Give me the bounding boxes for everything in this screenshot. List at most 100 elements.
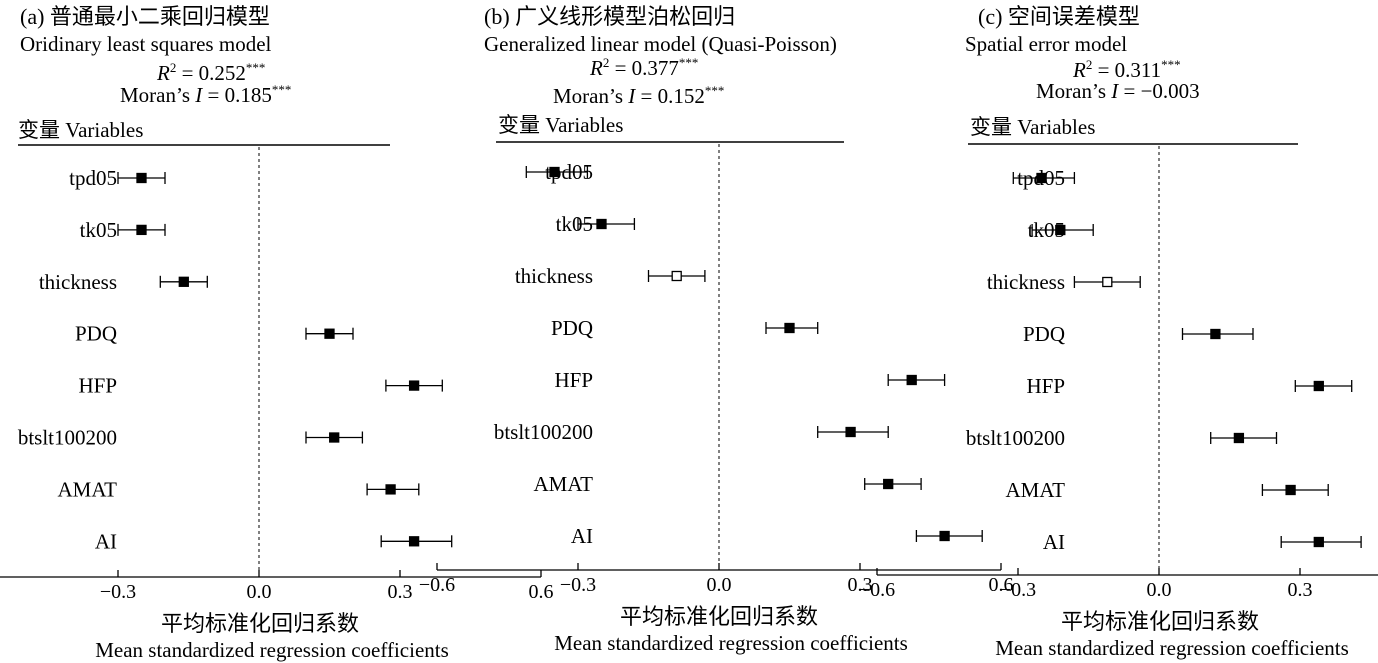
moran-symbol: I — [1110, 79, 1119, 103]
x-tick-label: −0.6 — [419, 574, 455, 596]
variable-label: AMAT — [1005, 478, 1065, 502]
x-tick-label: −0.3 — [560, 574, 596, 596]
moran-significance: *** — [272, 82, 292, 97]
coefficient-point-significant — [1210, 328, 1221, 340]
variable-label: PDQ — [1023, 322, 1065, 346]
variables-header: 变量 Variables — [498, 113, 623, 137]
r2-superscript: 2 — [1086, 57, 1093, 72]
x-tick-label: 0.0 — [247, 581, 272, 603]
variable-label: AI — [1043, 530, 1065, 554]
r2-value: = 0.252 — [176, 61, 246, 85]
r2-significance: *** — [1161, 57, 1181, 72]
x-tick-label: 0.0 — [1147, 579, 1172, 601]
variable-label: btslt100200 — [18, 426, 117, 450]
panel-title-en: Generalized linear model (Quasi-Poisson) — [484, 32, 837, 56]
coefficient-point-significant — [1036, 172, 1047, 184]
moran-symbol: I — [627, 84, 636, 108]
x-tick-label: 0.6 — [989, 574, 1014, 596]
variable-label: AI — [95, 529, 117, 553]
variable-label: HFP — [554, 368, 593, 392]
panel-label: (b) — [484, 4, 510, 29]
coefficient-point-significant — [549, 166, 560, 178]
variable-label: PDQ — [75, 322, 117, 346]
r2-value: = 0.311 — [1092, 58, 1161, 82]
x-axis-title-en: Mean standardized regression coefficient… — [995, 636, 1349, 660]
coefficient-point-significant — [408, 380, 420, 391]
variable-label: AMAT — [533, 472, 593, 496]
r2-value: = 0.377 — [609, 56, 679, 80]
variable-label: btslt100200 — [966, 426, 1065, 450]
coefficient-point-significant — [136, 172, 147, 184]
panel-title-cn: 空间误差模型 — [1008, 4, 1140, 29]
moran-stat: Moran’s I = −0.003 — [1036, 79, 1200, 103]
x-axis-title-en: Mean standardized regression coefficient… — [95, 638, 449, 662]
moran-symbol: I — [194, 83, 203, 107]
moran-value: = −0.003 — [1118, 79, 1199, 103]
variables-header: 变量 Variables — [18, 118, 143, 142]
coefficient-point-nonsignificant — [1102, 276, 1113, 288]
coefficient-point-significant — [324, 328, 335, 339]
r2-significance: *** — [246, 60, 266, 75]
variable-label: AMAT — [57, 477, 117, 501]
coefficient-point-nonsignificant — [671, 270, 682, 282]
coefficient-point-significant — [329, 432, 340, 443]
variable-label: HFP — [78, 374, 117, 398]
x-tick-label: 0.3 — [1288, 579, 1313, 601]
coefficient-point-significant — [845, 426, 856, 438]
panel-title: (a) 普通最小二乘回归模型 — [20, 4, 270, 29]
coefficient-point-significant — [906, 374, 917, 386]
coefficient-point-significant — [1285, 484, 1296, 496]
variable-label: thickness — [39, 270, 117, 294]
coefficient-point-significant — [784, 322, 795, 334]
x-tick-label: −0.3 — [1000, 579, 1036, 601]
variable-label: btslt100200 — [494, 420, 593, 444]
variable-label: HFP — [1026, 374, 1065, 398]
r2-symbol: R — [1072, 58, 1086, 82]
variables-header: 变量 Variables — [970, 115, 1095, 139]
moran-prefix: Moran’s — [120, 83, 195, 107]
x-axis-title-cn: 平均标准化回归系数 — [1061, 609, 1259, 634]
variable-label: thickness — [515, 264, 593, 288]
variable-label: thickness — [987, 270, 1065, 294]
x-axis-title-cn: 平均标准化回归系数 — [161, 611, 359, 636]
moran-stat: Moran’s I = 0.185*** — [120, 82, 291, 107]
coefficient-point-significant — [1313, 380, 1324, 392]
coefficient-point-significant — [1055, 224, 1066, 236]
coefficient-point-significant — [136, 224, 147, 236]
variable-label: tk05 — [80, 218, 117, 242]
r2-stat: R2 = 0.377*** — [589, 55, 698, 80]
coefficient-point-significant — [939, 530, 950, 542]
x-tick-label: 0.0 — [707, 574, 732, 596]
coefficient-point-significant — [883, 478, 894, 490]
panel-label: (a) — [20, 4, 44, 29]
moran-stat: Moran’s I = 0.152*** — [553, 83, 724, 108]
r2-symbol: R — [156, 61, 170, 85]
panel-title-en: Oridinary least squares model — [20, 32, 272, 56]
panel-title-cn: 广义线形模型泊松回归 — [515, 4, 735, 29]
coefficient-point-significant — [1233, 432, 1245, 444]
variable-label: tpd05 — [69, 166, 117, 190]
r2-stat: R2 = 0.311*** — [1072, 57, 1181, 82]
panel-title-cn: 普通最小二乘回归模型 — [50, 4, 270, 29]
coefficient-point-significant — [596, 218, 607, 230]
moran-prefix: Moran’s — [1036, 79, 1111, 103]
moran-significance: *** — [705, 83, 725, 98]
x-tick-label: −0.3 — [100, 581, 136, 603]
x-axis-title-cn: 平均标准化回归系数 — [620, 604, 818, 629]
panel-label: (c) — [978, 4, 1002, 29]
chart-panel-a: (a) 普通最小二乘回归模型 Oridinary least squares mo… — [0, 4, 554, 662]
panel-title: (c) 空间误差模型 — [978, 4, 1140, 29]
coefficient-point-significant — [385, 484, 396, 495]
chart-panel-b: (b) 广义线形模型泊松回归 Generalized linear model (… — [419, 4, 1014, 655]
moran-value: = 0.152 — [635, 84, 705, 108]
coefficient-point-significant — [408, 536, 420, 547]
r2-superscript: 2 — [170, 60, 177, 75]
x-tick-label: 0.6 — [529, 581, 554, 603]
variable-label: AI — [571, 524, 593, 548]
r2-superscript: 2 — [603, 55, 610, 70]
x-tick-label: 0.3 — [848, 574, 873, 596]
r2-stat: R2 = 0.252*** — [156, 60, 265, 85]
variable-label: PDQ — [551, 316, 593, 340]
